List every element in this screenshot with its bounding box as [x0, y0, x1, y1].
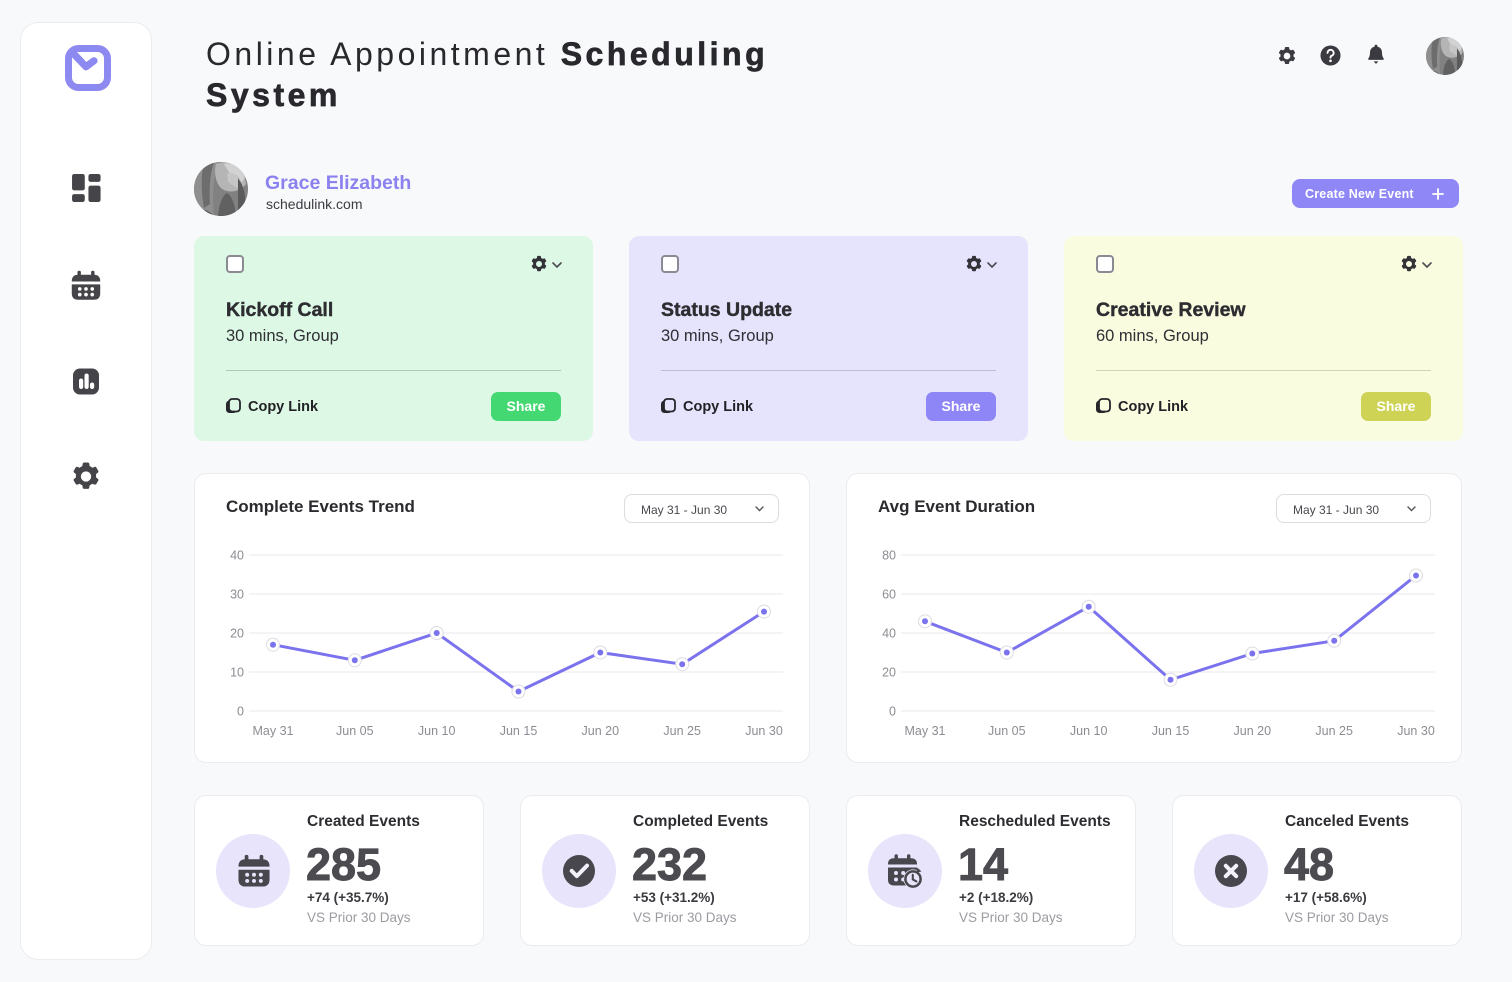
svg-text:30: 30	[230, 588, 244, 602]
svg-text:Jun 05: Jun 05	[336, 724, 374, 738]
svg-text:Jun 25: Jun 25	[1315, 724, 1353, 738]
svg-text:Jun 05: Jun 05	[988, 724, 1026, 738]
svg-text:10: 10	[230, 666, 244, 680]
svg-text:40: 40	[882, 627, 896, 641]
svg-text:40: 40	[230, 549, 244, 563]
svg-text:Jun 25: Jun 25	[663, 724, 701, 738]
svg-text:60: 60	[882, 588, 896, 602]
svg-text:Jun 30: Jun 30	[745, 724, 783, 738]
svg-text:80: 80	[882, 549, 896, 563]
svg-text:Jun 15: Jun 15	[500, 724, 538, 738]
svg-text:Jun 15: Jun 15	[1152, 724, 1190, 738]
svg-text:May 31: May 31	[905, 724, 946, 738]
svg-text:0: 0	[237, 705, 244, 719]
svg-text:Jun 20: Jun 20	[582, 724, 620, 738]
svg-text:Jun 30: Jun 30	[1397, 724, 1435, 738]
svg-text:20: 20	[230, 627, 244, 641]
svg-text:May 31: May 31	[253, 724, 294, 738]
svg-text:Jun 10: Jun 10	[1070, 724, 1108, 738]
svg-text:Jun 20: Jun 20	[1234, 724, 1272, 738]
svg-text:20: 20	[882, 666, 896, 680]
svg-text:0: 0	[889, 705, 896, 719]
svg-text:Jun 10: Jun 10	[418, 724, 456, 738]
